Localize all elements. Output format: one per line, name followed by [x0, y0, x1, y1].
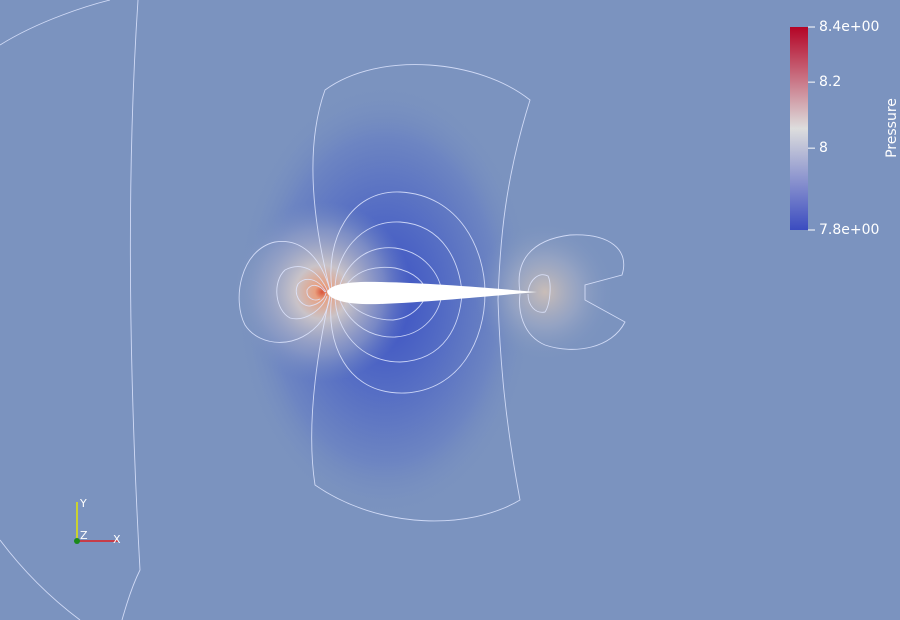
y-axis-label: Y	[79, 497, 87, 510]
color-bar	[790, 27, 808, 230]
tick-label: 7.8e+00	[819, 222, 879, 238]
airfoil	[327, 281, 537, 305]
legend-title: Pressure	[884, 98, 900, 158]
tick-label: 8.4e+00	[819, 19, 879, 35]
color-legend: Pressure 8.4e+00 8.2 8 7.8e+00	[790, 19, 900, 238]
stagnation-region	[227, 197, 417, 387]
z-axis-label: Z	[80, 529, 88, 542]
axes-triad: Y X Z	[74, 497, 121, 546]
tick-label: 8.2	[819, 74, 841, 90]
tick-label: 8	[819, 140, 828, 156]
z-axis-marker	[74, 538, 80, 544]
trailing-region	[470, 217, 620, 367]
x-axis-label: X	[113, 533, 121, 546]
